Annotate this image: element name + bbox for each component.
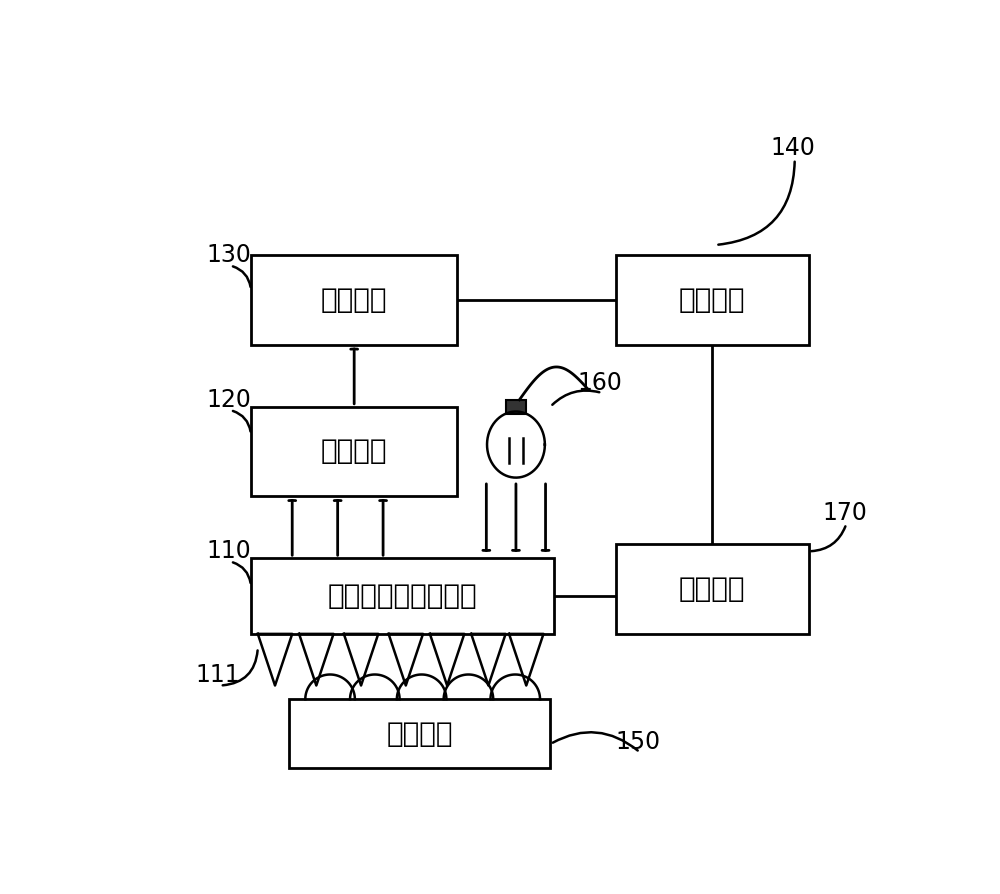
Bar bbox=[251, 558, 554, 634]
Text: 140: 140 bbox=[771, 137, 816, 160]
Text: 光学透镜: 光学透镜 bbox=[321, 437, 387, 466]
Text: 111: 111 bbox=[196, 663, 240, 687]
Bar bbox=[251, 256, 457, 345]
Bar bbox=[616, 544, 809, 634]
Text: 待测样品: 待测样品 bbox=[386, 720, 453, 747]
Text: 处理装置: 处理装置 bbox=[679, 286, 745, 314]
Text: 摄像装置: 摄像装置 bbox=[321, 286, 387, 314]
Text: 驱动装置: 驱动装置 bbox=[679, 575, 745, 603]
Bar bbox=[506, 400, 526, 414]
Bar bbox=[251, 407, 457, 496]
Text: 120: 120 bbox=[206, 388, 251, 412]
Text: 130: 130 bbox=[206, 243, 251, 267]
Text: 110: 110 bbox=[206, 539, 251, 563]
Text: 160: 160 bbox=[578, 370, 623, 394]
Text: 150: 150 bbox=[616, 730, 661, 754]
Bar bbox=[289, 699, 550, 768]
Text: 170: 170 bbox=[822, 502, 867, 526]
Text: 聚合物弹性探针阵列: 聚合物弹性探针阵列 bbox=[328, 582, 477, 610]
Bar bbox=[616, 256, 809, 345]
